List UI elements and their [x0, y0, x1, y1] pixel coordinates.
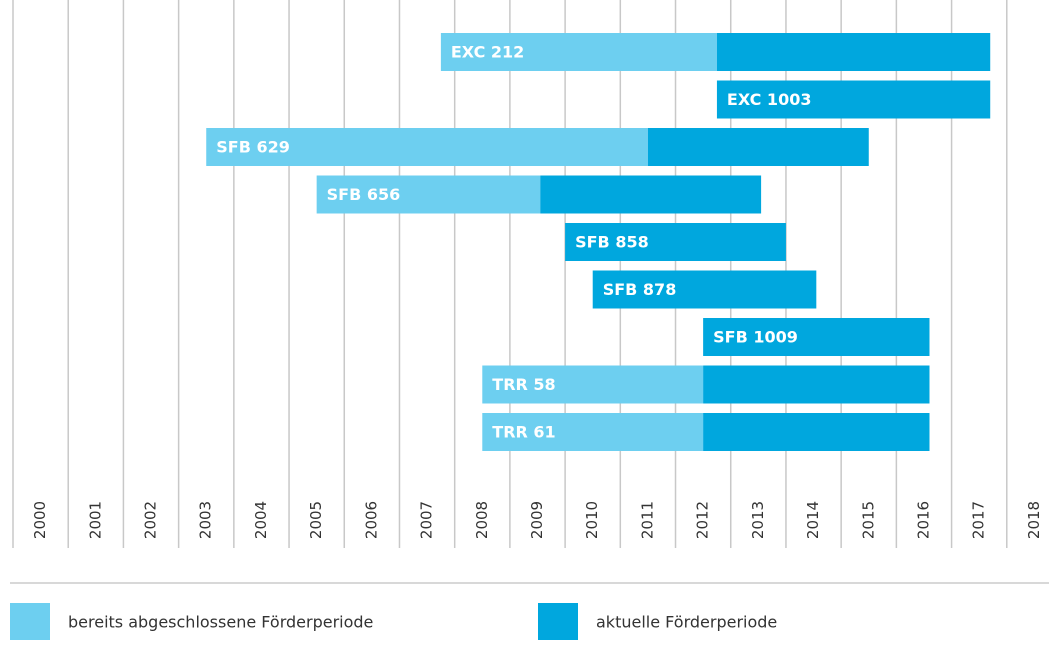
x-tick-label: 2005 — [307, 501, 325, 539]
bar-segment — [206, 128, 648, 166]
bar-segment — [703, 365, 930, 404]
bar-segment — [482, 413, 704, 451]
bar-segment — [440, 33, 717, 71]
bar-label: SFB 656 — [327, 185, 401, 204]
x-tick-label: 2017 — [970, 501, 988, 539]
x-tick-label: 2008 — [473, 501, 491, 539]
bar-label: TRR 61 — [492, 423, 555, 442]
bar-label: TRR 58 — [492, 375, 555, 394]
bar-label: SFB 1009 — [713, 328, 798, 347]
bar-segment — [703, 318, 930, 356]
bar-segment — [482, 365, 704, 404]
legend-swatch — [10, 603, 50, 640]
bar-label: SFB 858 — [575, 233, 649, 252]
bar-segment — [716, 33, 991, 71]
bar-label: EXC 1003 — [727, 90, 812, 109]
bar-segment — [316, 175, 541, 214]
legend-swatch — [538, 603, 578, 640]
bar-label: SFB 629 — [216, 138, 290, 157]
x-tick-label: 2001 — [86, 501, 104, 539]
bar-segment — [703, 413, 930, 451]
x-tick-label: 2015 — [859, 501, 877, 539]
x-tick-label: 2006 — [362, 501, 380, 539]
x-tick-label: 2002 — [142, 501, 160, 539]
x-tick-label: 2014 — [804, 501, 822, 539]
bar-segment — [716, 80, 991, 119]
x-tick-label: 2018 — [1025, 501, 1043, 539]
x-tick-label: 2007 — [418, 501, 436, 539]
bar-segment — [565, 223, 786, 261]
legend-label: aktuelle Förderperiode — [596, 613, 777, 632]
x-tick-label: 2016 — [914, 501, 932, 539]
x-tick-label: 2010 — [583, 501, 601, 539]
bar-label: SFB 878 — [603, 280, 677, 299]
legend-label: bereits abgeschlossene Förderperiode — [68, 613, 373, 632]
bar-segment — [540, 175, 762, 214]
x-tick-label: 2011 — [638, 501, 656, 539]
x-tick-label: 2009 — [528, 501, 546, 539]
x-tick-label: 2013 — [749, 501, 767, 539]
x-tick-label: 2000 — [31, 501, 49, 539]
x-tick-label: 2012 — [694, 501, 712, 539]
bar-segment — [647, 128, 869, 166]
x-tick-label: 2004 — [252, 501, 270, 539]
bar-segment — [592, 270, 817, 309]
x-tick-label: 2003 — [197, 501, 215, 539]
bar-label: EXC 212 — [451, 43, 524, 62]
